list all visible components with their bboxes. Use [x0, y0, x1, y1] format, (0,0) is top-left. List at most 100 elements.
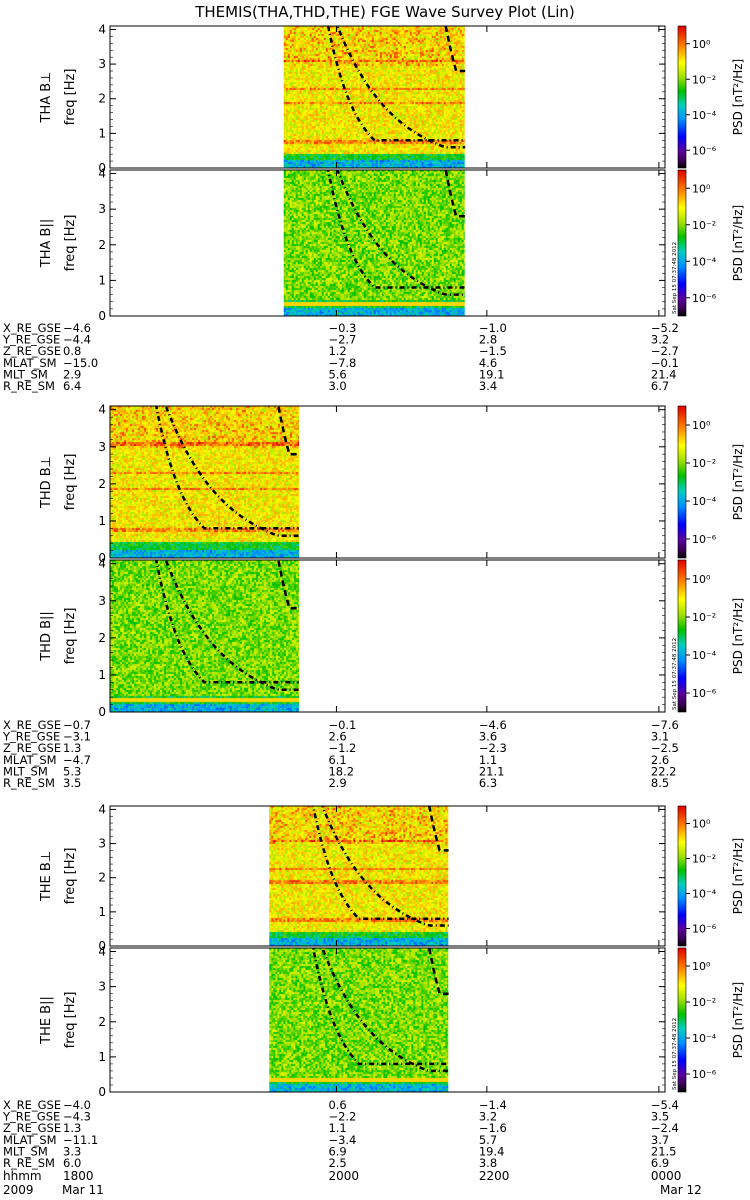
- colorbar-tick-label: 10⁰: [692, 818, 711, 831]
- ephemeris-value: −15.0: [63, 356, 98, 370]
- chart-title: THEMIS(THA,THD,THE) FGE Wave Survey Plot…: [194, 3, 575, 21]
- y-tick-label: 2: [98, 92, 106, 106]
- ephemeris-value: 19.1: [479, 367, 505, 381]
- panel-yunit: freq [Hz]: [63, 454, 78, 511]
- ephemeris-value: 2.9: [63, 367, 81, 381]
- ephemeris-value: 0.8: [63, 344, 81, 358]
- gyro-curve-right: [321, 948, 449, 1073]
- ephemeris-value: 21.1: [479, 764, 505, 778]
- spectrogram-image: [110, 560, 299, 712]
- ephemeris-name: R_RE_SM: [3, 776, 55, 790]
- ephemeris-value: −7.6: [651, 718, 679, 732]
- ephemeris-name: MLAT_SM: [3, 1133, 57, 1147]
- ephemeris-name: X_RE_GSE: [3, 718, 61, 732]
- y-tick-label: 4: [98, 945, 106, 959]
- panel-ylabel: THA B⊥: [39, 72, 54, 124]
- colorbar: [677, 947, 687, 1093]
- timestamp-label: Sat Sep 15 07:37:48 2012: [672, 1018, 678, 1090]
- y-tick-label: 0: [98, 1085, 106, 1099]
- y-tick-label: 4: [98, 802, 106, 816]
- ephemeris-value: −2.2: [328, 1110, 356, 1124]
- y-tick-label: 3: [98, 202, 106, 216]
- colorbar-tick-label: 10⁰: [692, 960, 711, 973]
- ephemeris-value: −5.4: [651, 1098, 679, 1112]
- spectrogram-image: [269, 948, 449, 1092]
- y-tick-label: 2: [98, 477, 106, 491]
- ephemeris-value: −3.4: [328, 1133, 356, 1147]
- ephemeris-value: 6.0: [63, 1156, 81, 1170]
- y-tick-label: 0: [98, 161, 106, 175]
- gyro-curve-right: [321, 806, 449, 927]
- ephemeris-value: 2.5: [328, 1156, 346, 1170]
- spectrogram-image: [283, 26, 465, 168]
- panel-frame: [109, 805, 666, 947]
- panel-yunit: freq [Hz]: [63, 608, 78, 665]
- panel-frame: [109, 947, 666, 1093]
- ephemeris-value: 3.7: [651, 1133, 669, 1147]
- timestamp-label: Sat Sep 15 07:37:48 2012: [672, 242, 678, 314]
- y-tick-label: 4: [98, 22, 106, 36]
- y-tick-label: 4: [98, 167, 106, 181]
- panel-thd-perp: 0 1 2 3 4 THD B⊥ freq [Hz] 10⁰ 10⁻² 10⁻⁴ 10⁻⁶ PSD […: [39, 403, 745, 565]
- panel-ylabel: THE B⊥: [39, 851, 54, 902]
- ephemeris-value: 1.1: [328, 1121, 346, 1135]
- date-start-label: Mar 11: [62, 1183, 104, 1197]
- y-tick-label: 1: [98, 668, 106, 682]
- y-tick-label: 1: [98, 514, 106, 528]
- ephemeris-value: 21.5: [651, 1144, 677, 1158]
- colorbar-tick-label: 10⁻⁶: [692, 144, 717, 157]
- panel-ylabel: THE B||: [39, 996, 54, 1045]
- spectrogram-image: [283, 170, 465, 316]
- colorbar-tick-label: 10⁻²: [692, 853, 716, 866]
- ephemeris-value: 18.2: [328, 764, 354, 778]
- colorbar-tick-label: 10⁻⁴: [692, 1032, 717, 1045]
- panel-ylabel: THD B⊥: [39, 456, 54, 509]
- colorbar-tick-label: 10⁻⁶: [692, 687, 717, 700]
- y-tick-label: 0: [98, 705, 106, 719]
- ephemeris-name: X_RE_GSE: [3, 1098, 61, 1112]
- y-tick-label: 0: [98, 939, 106, 953]
- ephemeris-value: −2.3: [479, 741, 507, 755]
- colorbar-tick-label: 10⁻⁶: [692, 923, 717, 936]
- ephemeris-value: 2.6: [328, 730, 346, 744]
- y-tick-label: 3: [98, 837, 106, 851]
- ephemeris-name: X_RE_GSE: [3, 321, 61, 335]
- panel-frame: [109, 169, 666, 317]
- colorbar-tick-label: 10⁰: [692, 182, 711, 195]
- panel-yunit: freq [Hz]: [63, 69, 78, 126]
- hhmm-label: hhmm: [3, 1169, 42, 1183]
- ephemeris-value: −2.7: [328, 333, 356, 347]
- y-tick-label: 1: [98, 273, 106, 287]
- panel-the-par: 0 1 2 3 4 THE B|| freq [Hz] 10⁰ 10⁻² 10⁻⁴ 10⁻⁶ PSD …: [39, 945, 745, 1099]
- year-label: 2009: [3, 1183, 34, 1197]
- ephemeris-value: −5.2: [651, 321, 679, 335]
- spectrogram-image: [110, 406, 299, 558]
- colorbar-tick-label: 10⁻²: [692, 73, 716, 86]
- ephemeris-value: 3.1: [651, 730, 669, 744]
- ephemeris-the: X_RE_GSE −4.0 0.6 −1.4 −5.4 Y_RE_GSE −4.3 −2.2 3…: [2, 1098, 679, 1170]
- ephemeris-value: 5.7: [479, 1133, 497, 1147]
- ephemeris-value: 21.4: [651, 367, 677, 381]
- y-tick-label: 0: [98, 309, 106, 323]
- colorbar-tick-label: 10⁻⁴: [692, 109, 717, 122]
- colorbar-tick-label: 10⁻⁶: [692, 292, 717, 305]
- colorbar-label: PSD [nT²/Hz]: [731, 444, 745, 520]
- colorbar: [677, 405, 687, 559]
- ephemeris-value: −1.5: [479, 344, 507, 358]
- ephemeris-value: −0.1: [328, 718, 356, 732]
- ephemeris-value: −11.1: [63, 1133, 98, 1147]
- panel-yunit: freq [Hz]: [63, 848, 78, 905]
- colorbar-label: PSD [nT²/Hz]: [731, 838, 745, 914]
- colorbar-tick-label: 10⁻⁶: [692, 533, 717, 546]
- ephemeris-value: −2.7: [651, 344, 679, 358]
- ephemeris-value: −0.1: [651, 356, 679, 370]
- panel-yunit: freq [Hz]: [63, 992, 78, 1049]
- ephemeris-value: 3.2: [651, 333, 669, 347]
- time-tick-label: 0000: [651, 1169, 682, 1183]
- date-end-label: Mar 12: [660, 1183, 702, 1197]
- ephemeris-value: 22.2: [651, 764, 677, 778]
- ephemeris-name: Y_RE_GSE: [2, 1110, 60, 1124]
- gyro-curve-dashed: [277, 406, 299, 456]
- ephemeris-name: R_RE_SM: [3, 1156, 55, 1170]
